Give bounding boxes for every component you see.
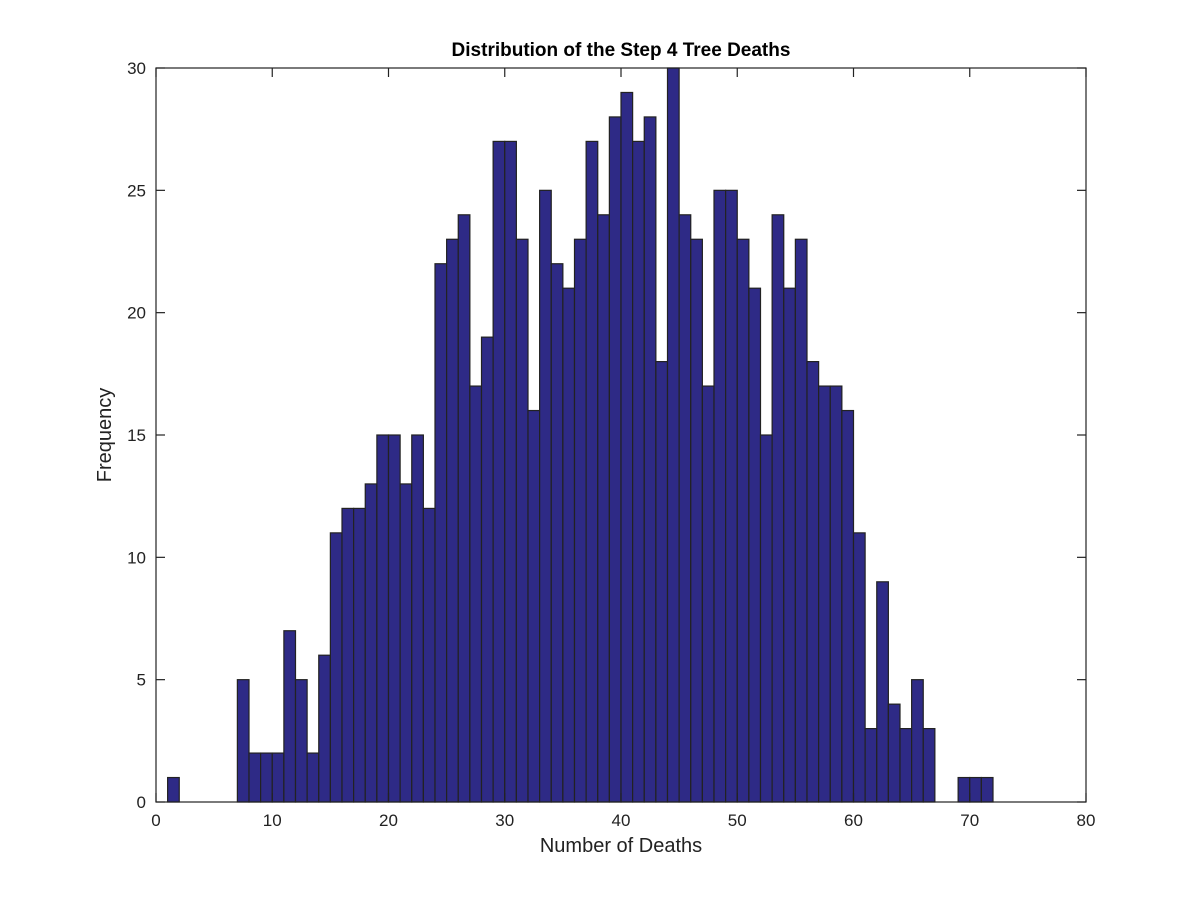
y-axis-label: Frequency — [94, 388, 116, 483]
histogram-bar — [701, 385, 715, 803]
histogram-bar — [783, 287, 796, 803]
histogram-bar — [690, 238, 703, 803]
histogram-bar — [748, 287, 762, 803]
histogram-bar — [492, 140, 506, 803]
y-tick-label: 10 — [127, 548, 146, 567]
histogram-bar — [736, 238, 750, 803]
histogram-bar — [364, 483, 378, 803]
x-tick-label: 0 — [151, 811, 160, 830]
histogram-bar — [852, 532, 866, 803]
histogram-bar — [539, 189, 552, 803]
histogram-bar — [620, 91, 634, 803]
histogram-bar — [294, 679, 308, 803]
y-tick-label: 20 — [127, 304, 146, 323]
histogram-bar — [969, 776, 982, 803]
histogram-bar — [248, 752, 262, 803]
x-tick-label: 50 — [728, 811, 747, 830]
histogram-bar — [329, 532, 343, 803]
histogram-bar — [794, 238, 808, 803]
histogram-bar — [585, 140, 599, 803]
y-axis-ticks: 0 5 10 15 20 25 30 — [127, 59, 1086, 812]
histogram-bar — [725, 189, 738, 803]
histogram-bar — [550, 263, 564, 803]
histogram-bar — [469, 385, 483, 803]
histogram-bar — [515, 238, 529, 803]
histogram-bar — [167, 776, 180, 803]
histogram-bar — [911, 679, 924, 803]
histogram-bar — [562, 287, 576, 803]
histogram-bar — [608, 116, 622, 803]
x-axis-label: Number of Deaths — [540, 835, 702, 857]
x-tick-label: 20 — [379, 811, 398, 830]
histogram-bar — [655, 361, 669, 803]
histogram-bar — [480, 336, 494, 803]
y-tick-label: 15 — [127, 426, 146, 445]
histogram-bar — [260, 752, 273, 803]
y-tick-label: 30 — [127, 59, 146, 78]
histogram-bar — [422, 507, 436, 803]
histogram-bar — [527, 409, 541, 803]
histogram-bar — [306, 752, 320, 803]
histogram-bar — [504, 140, 517, 803]
x-tick-label: 10 — [263, 811, 282, 830]
histogram-bar — [864, 727, 878, 803]
bars-group — [167, 67, 994, 803]
histogram-bar — [573, 238, 587, 803]
histogram-bar — [643, 116, 657, 803]
x-tick-label: 40 — [612, 811, 631, 830]
histogram-bar — [666, 67, 680, 803]
histogram-bar — [457, 214, 471, 803]
x-axis-ticks: 0 10 20 30 40 50 60 70 80 — [151, 68, 1095, 830]
histogram-bar — [387, 434, 401, 803]
histogram-bar — [887, 703, 901, 803]
x-tick-label: 30 — [495, 811, 514, 830]
x-tick-label: 70 — [960, 811, 979, 830]
histogram-bar — [771, 214, 785, 803]
y-tick-label: 5 — [137, 671, 146, 690]
histogram-bar — [283, 630, 297, 803]
histogram-bar — [271, 752, 285, 803]
histogram-bar — [980, 776, 994, 803]
histogram-bar — [376, 434, 390, 803]
y-tick-label: 0 — [137, 793, 146, 812]
histogram-bar — [434, 263, 448, 803]
histogram-bar — [841, 409, 855, 803]
y-tick-label: 25 — [127, 181, 146, 200]
histogram-bar — [411, 434, 424, 803]
histogram-bar — [876, 581, 889, 803]
histogram-bar — [341, 507, 355, 803]
x-tick-label: 80 — [1077, 811, 1096, 830]
histogram-bar — [678, 214, 692, 803]
histogram-bar — [318, 654, 331, 803]
histogram-bar — [818, 385, 831, 803]
histogram-bar — [922, 727, 936, 803]
x-tick-label: 60 — [844, 811, 863, 830]
histogram-bar — [399, 483, 413, 803]
histogram-bar — [632, 140, 645, 803]
histogram-bar — [957, 776, 971, 803]
chart-title: Distribution of the Step 4 Tree Deaths — [452, 40, 791, 61]
histogram-bar — [829, 385, 843, 803]
histogram-bar — [899, 727, 913, 803]
histogram-bar — [597, 214, 610, 803]
histogram-bar — [446, 238, 459, 803]
histogram-bar — [759, 434, 773, 803]
histogram-bar — [806, 361, 820, 803]
histogram-bar — [236, 679, 250, 803]
histogram-bar — [713, 189, 727, 803]
histogram-bar — [353, 507, 366, 803]
